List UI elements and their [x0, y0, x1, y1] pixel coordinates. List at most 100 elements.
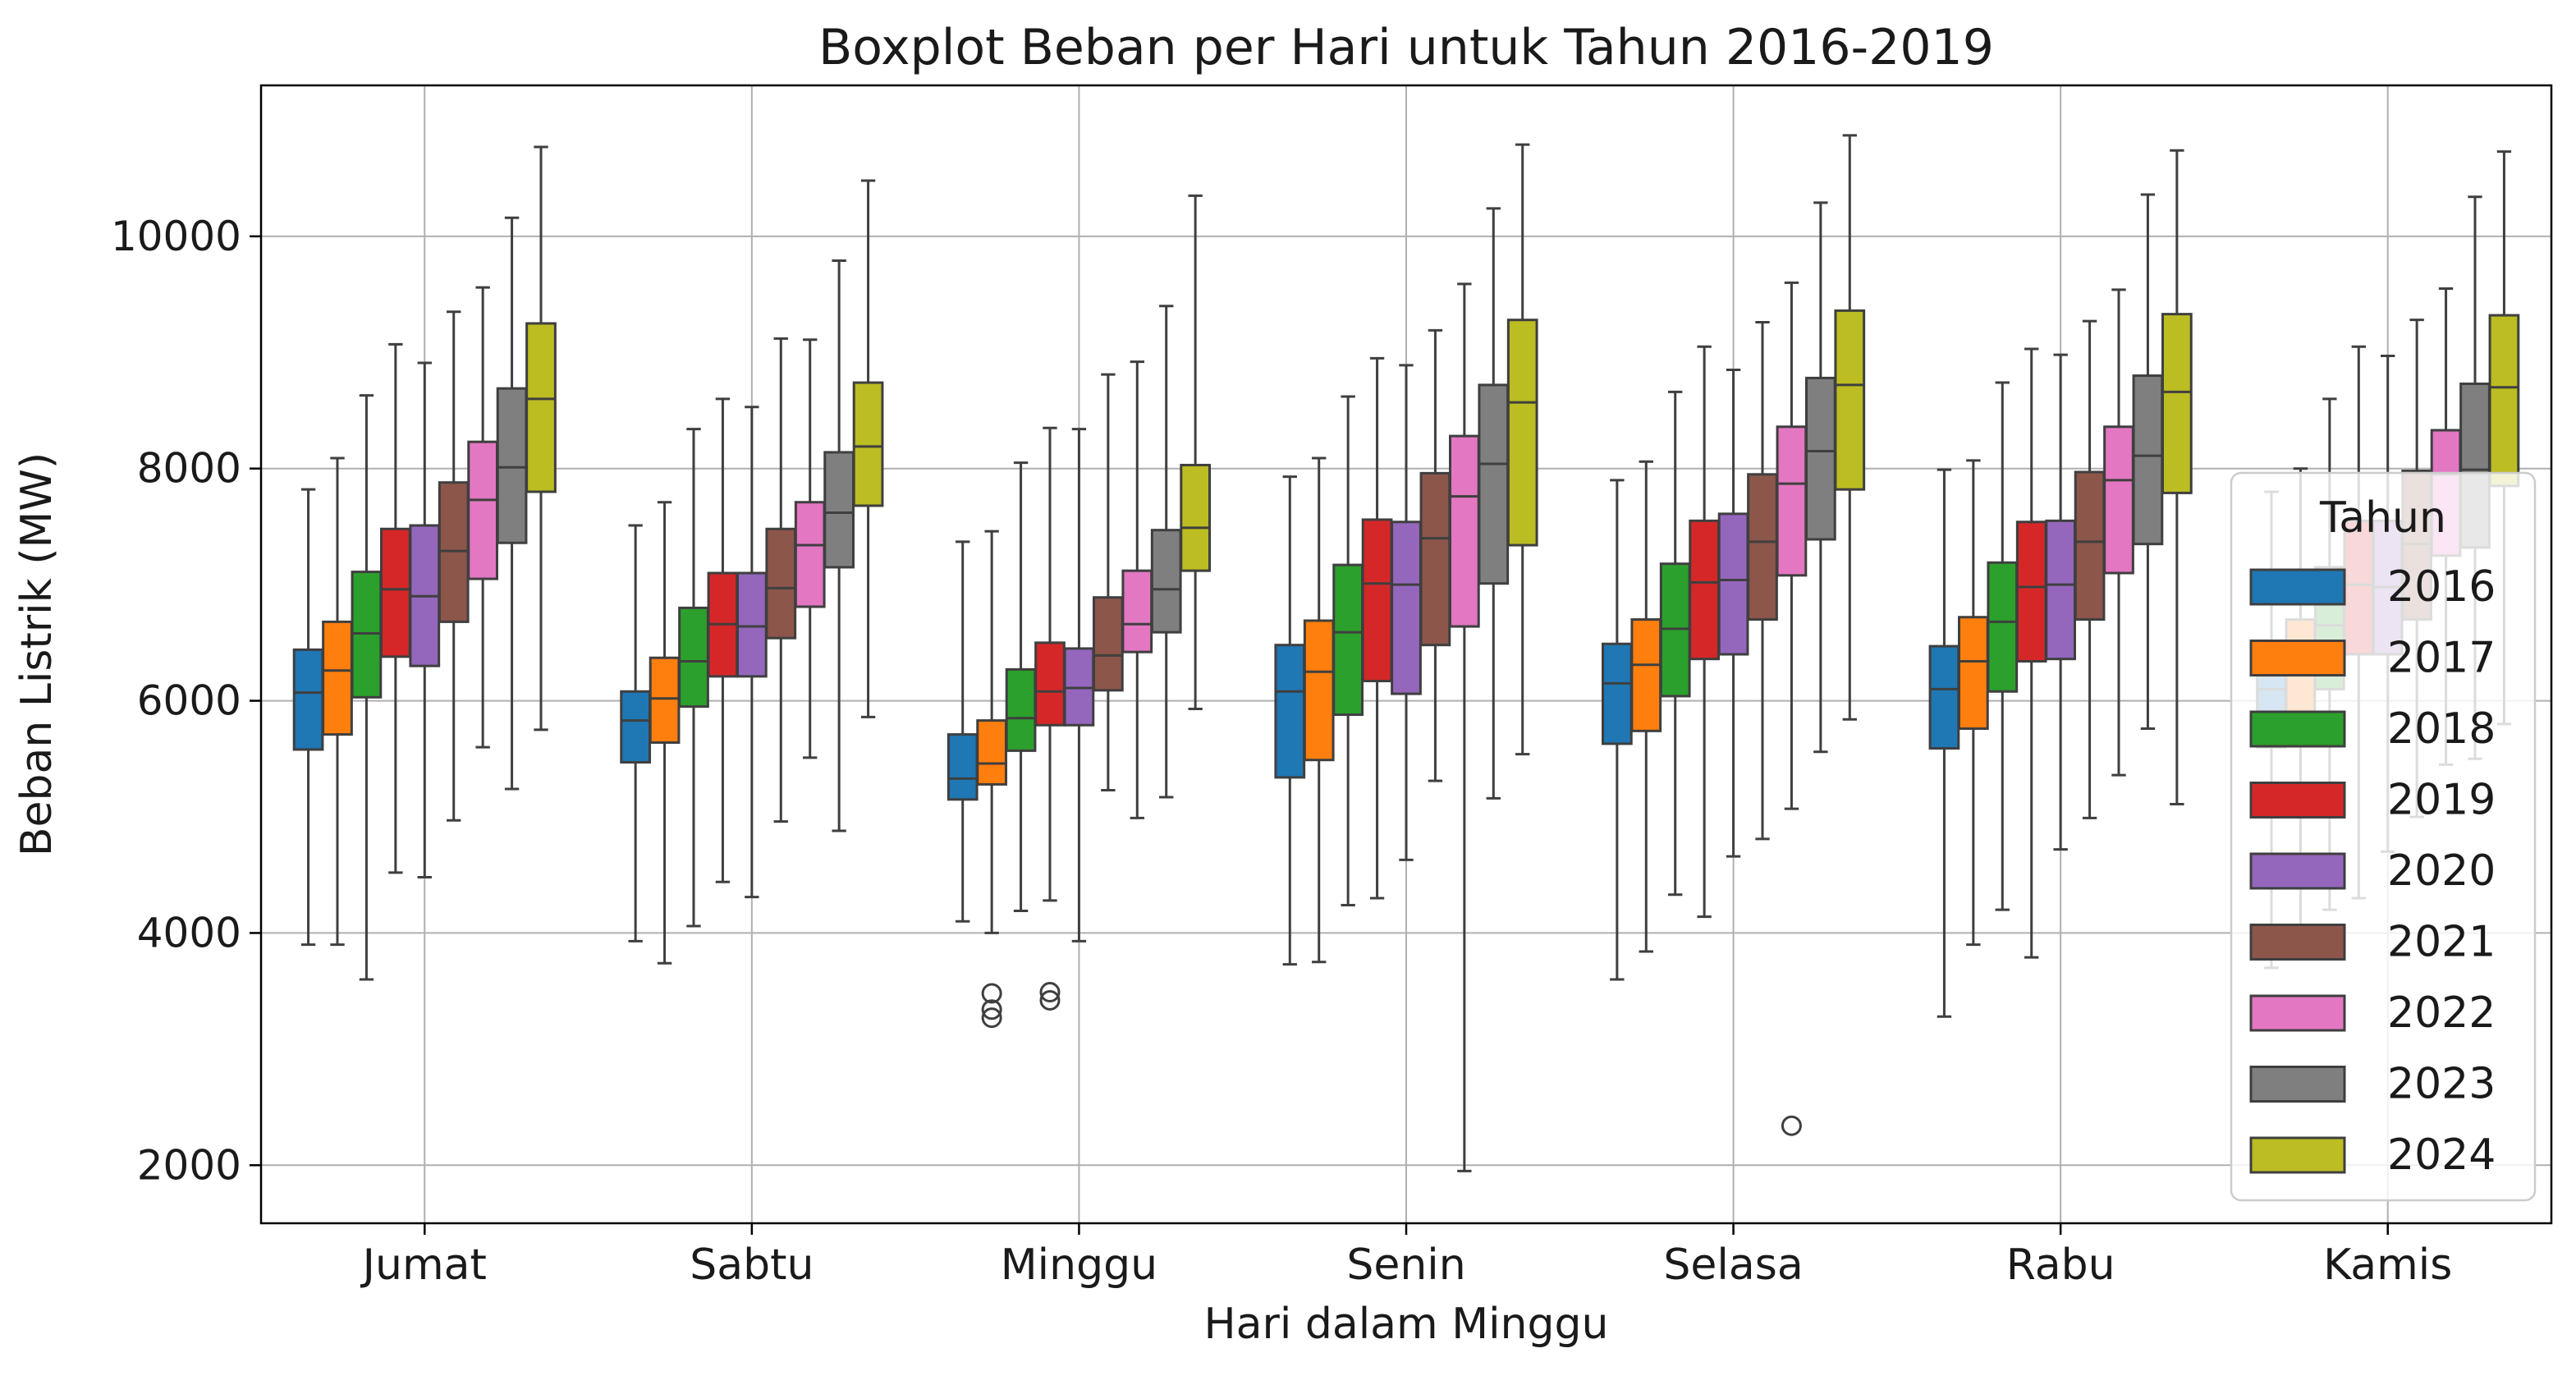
- x-tick-label: Senin: [1346, 1241, 1465, 1290]
- chart-title: Boxplot Beban per Hari untuk Tahun 2016-…: [818, 19, 1994, 76]
- box-2018-minggu: [1005, 461, 1037, 913]
- legend-label: 2023: [2387, 1060, 2496, 1109]
- outlier-point: [1039, 982, 1061, 1003]
- box-iqr: [2488, 314, 2520, 488]
- box-2021-rabu: [2074, 319, 2106, 819]
- box-2023-sabtu: [823, 259, 855, 832]
- x-axis-label: Hari dalam Minggu: [1204, 1300, 1609, 1349]
- box-2019-minggu: [1034, 426, 1066, 1011]
- legend-item-2017: 2017: [2249, 634, 2496, 683]
- y-tick-label: 2000: [137, 1141, 241, 1189]
- legend-item-2021: 2021: [2249, 918, 2496, 967]
- series-2024: [525, 134, 2520, 805]
- box-iqr: [525, 322, 557, 493]
- box-iqr: [823, 451, 855, 569]
- box-2020-sabtu: [736, 406, 768, 899]
- series-2021: [438, 310, 2433, 841]
- x-tick-label: Rabu: [2006, 1241, 2115, 1290]
- outlier-point: [981, 999, 1002, 1020]
- y-tick-label: 4000: [137, 909, 241, 956]
- box-iqr: [1928, 644, 1960, 750]
- box-2024-selasa: [1834, 134, 1866, 721]
- box-2022-minggu: [1121, 360, 1153, 819]
- box-2016-sabtu: [620, 524, 652, 942]
- box-iqr: [794, 501, 826, 608]
- legend-label: 2019: [2387, 776, 2496, 825]
- box-2017-minggu: [976, 530, 1008, 1029]
- box-iqr: [852, 381, 884, 507]
- box-iqr: [1361, 518, 1393, 683]
- series-2023: [496, 193, 2491, 832]
- box-iqr: [2103, 425, 2134, 575]
- outlier-point: [1039, 989, 1061, 1011]
- legend-swatch: [2249, 994, 2346, 1032]
- box-2017-senin: [1303, 456, 1335, 964]
- box-2017-sabtu: [649, 501, 681, 965]
- box-iqr: [736, 571, 768, 678]
- box-2019-selasa: [1689, 345, 1721, 919]
- box-2022-jumat: [467, 286, 499, 749]
- box-2023-selasa: [1804, 201, 1836, 754]
- legend-label: 2021: [2387, 918, 2496, 967]
- box-2016-selasa: [1601, 479, 1633, 981]
- box-iqr: [1717, 512, 1749, 656]
- box-2021-selasa: [1747, 321, 1778, 841]
- box-iqr: [1150, 529, 1182, 634]
- box-2021-jumat: [438, 310, 470, 822]
- legend-title: Tahun: [2319, 493, 2446, 543]
- legend-label: 2016: [2387, 562, 2496, 612]
- box-iqr: [678, 606, 709, 709]
- box-iqr: [1121, 569, 1153, 654]
- box-2019-rabu: [2015, 347, 2047, 959]
- box-iqr: [1957, 616, 1989, 731]
- box-iqr: [1092, 596, 1124, 692]
- legend-label: 2017: [2387, 634, 2496, 683]
- x-tick-label: Sabtu: [690, 1241, 814, 1290]
- box-2023-minggu: [1150, 305, 1182, 799]
- box-iqr: [322, 620, 353, 736]
- legend-swatch: [2249, 640, 2346, 676]
- legend: Tahun 2016 2017 2018 2019 2020 2021 2022 2023 202…: [2230, 471, 2537, 1202]
- box-iqr: [496, 387, 528, 544]
- box-iqr: [1391, 521, 1422, 695]
- box-iqr: [1776, 425, 1808, 577]
- legend-item-2024: 2024: [2249, 1130, 2496, 1180]
- y-tick-label: 6000: [137, 677, 241, 725]
- x-tick-label: Selasa: [1663, 1241, 1803, 1290]
- box-iqr: [2045, 519, 2077, 661]
- legend-swatch: [2249, 924, 2346, 961]
- outlier-point: [981, 983, 1002, 1004]
- box-2017-jumat: [322, 456, 353, 947]
- box-2016-jumat: [292, 488, 324, 947]
- box-2024-sabtu: [852, 179, 884, 718]
- box-2021-minggu: [1092, 373, 1124, 791]
- box-iqr: [379, 527, 411, 658]
- legend-item-2023: 2023: [2249, 1060, 2496, 1109]
- legend-item-2019: 2019: [2249, 776, 2496, 825]
- box-iqr: [2132, 374, 2164, 546]
- legend-swatch: [2249, 568, 2346, 606]
- legend-item-2018: 2018: [2249, 704, 2496, 754]
- box-iqr: [620, 690, 652, 764]
- legend-label: 2024: [2387, 1130, 2496, 1180]
- box-iqr: [292, 648, 324, 751]
- box-iqr: [2161, 313, 2193, 494]
- box-2020-rabu: [2045, 353, 2077, 851]
- x-tick-label: Kamis: [2323, 1241, 2452, 1290]
- legend-swatch: [2249, 782, 2346, 819]
- box-iqr: [1506, 319, 1538, 547]
- box-iqr: [1303, 619, 1335, 762]
- box-iqr: [947, 733, 979, 801]
- x-tick-label: Minggu: [1001, 1241, 1157, 1290]
- box-iqr: [467, 440, 499, 580]
- box-2023-jumat: [496, 216, 528, 791]
- box-iqr: [1804, 376, 1836, 541]
- box-iqr: [649, 656, 681, 744]
- box-2024-minggu: [1180, 194, 1212, 710]
- box-iqr: [1274, 644, 1306, 779]
- box-iqr: [1448, 434, 1480, 628]
- box-2020-minggu: [1063, 428, 1095, 942]
- box-2018-senin: [1332, 395, 1364, 906]
